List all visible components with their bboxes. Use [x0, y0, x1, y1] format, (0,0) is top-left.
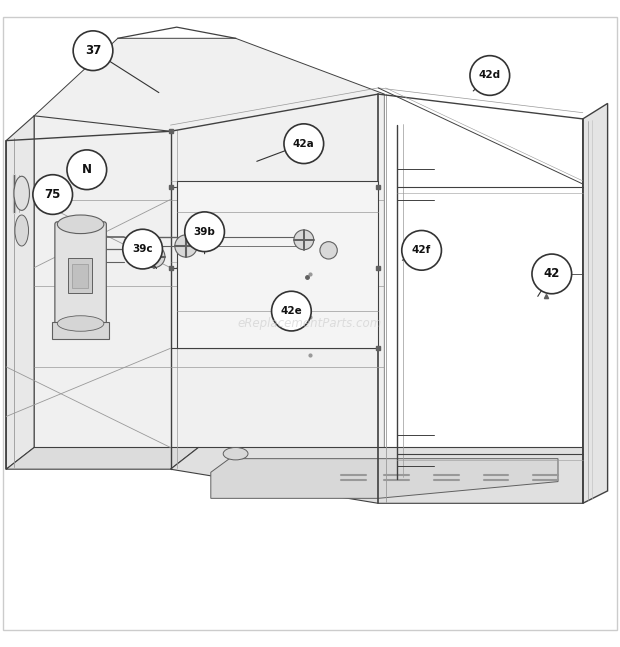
Circle shape — [320, 242, 337, 259]
Text: 75: 75 — [45, 188, 61, 201]
Circle shape — [67, 150, 107, 190]
Ellipse shape — [14, 176, 30, 210]
Polygon shape — [34, 38, 384, 448]
Ellipse shape — [15, 215, 29, 246]
Circle shape — [33, 175, 73, 214]
FancyBboxPatch shape — [68, 258, 92, 292]
Text: 39c: 39c — [132, 244, 153, 254]
Circle shape — [175, 235, 197, 257]
Circle shape — [294, 230, 314, 250]
Circle shape — [123, 229, 162, 269]
FancyBboxPatch shape — [55, 222, 107, 326]
Text: 37: 37 — [85, 44, 101, 57]
Ellipse shape — [58, 215, 104, 234]
Ellipse shape — [58, 316, 104, 331]
Text: 42a: 42a — [293, 138, 315, 149]
Polygon shape — [177, 181, 378, 348]
Circle shape — [143, 245, 165, 268]
Circle shape — [402, 230, 441, 270]
Text: 42: 42 — [544, 267, 560, 280]
Ellipse shape — [223, 448, 248, 460]
Text: eReplacementParts.com: eReplacementParts.com — [238, 317, 382, 330]
Polygon shape — [170, 448, 583, 503]
Text: 42f: 42f — [412, 245, 432, 256]
Circle shape — [532, 254, 572, 294]
Polygon shape — [6, 448, 198, 469]
Polygon shape — [583, 104, 608, 503]
Polygon shape — [6, 116, 34, 469]
Text: 42d: 42d — [479, 71, 501, 80]
FancyBboxPatch shape — [52, 322, 109, 339]
FancyBboxPatch shape — [72, 264, 88, 287]
Circle shape — [185, 212, 224, 252]
Text: 39b: 39b — [193, 226, 216, 237]
Text: N: N — [82, 163, 92, 176]
Circle shape — [272, 291, 311, 331]
Circle shape — [284, 124, 324, 164]
Polygon shape — [211, 459, 558, 498]
Text: 42e: 42e — [280, 306, 303, 316]
Circle shape — [470, 56, 510, 95]
Circle shape — [73, 31, 113, 71]
